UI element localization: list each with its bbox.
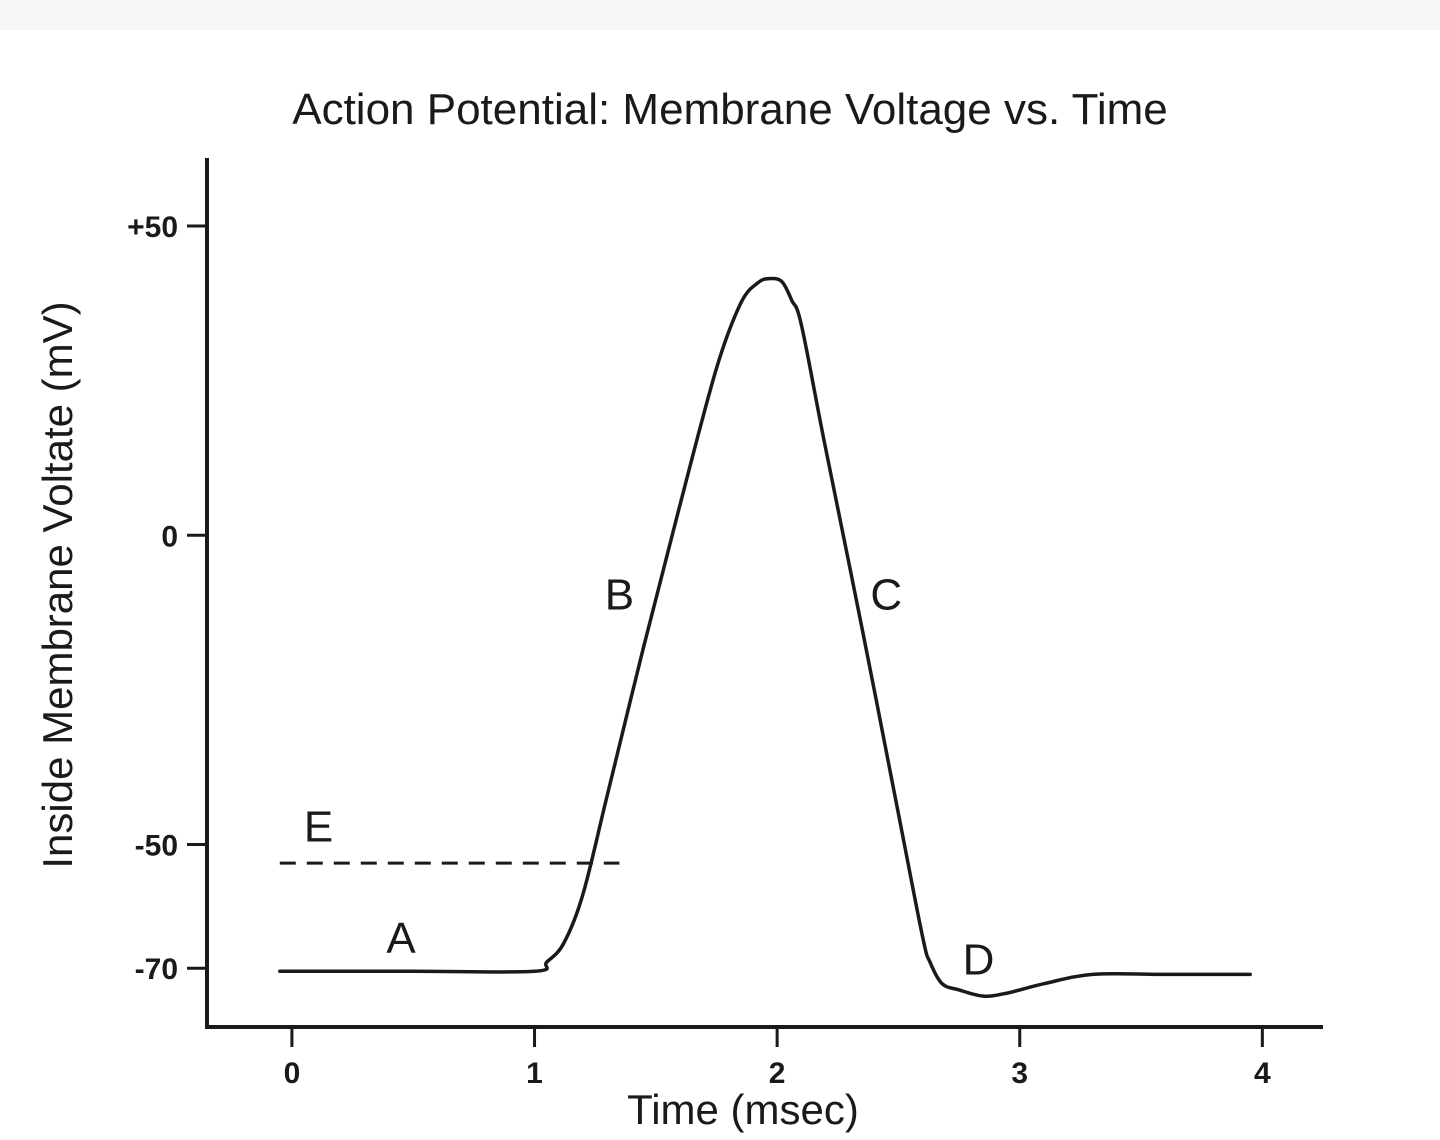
x-tick-label: 1 xyxy=(526,1057,543,1090)
point-label-c: C xyxy=(870,571,902,620)
annotation-layer: A B C D E xyxy=(304,571,994,985)
point-label-e: E xyxy=(304,802,333,851)
ticks-layer: +50 0 -50 -70 0 1 2 3 4 xyxy=(127,211,1271,1090)
y-tick-label: -50 xyxy=(135,830,178,863)
x-tick-label: 0 xyxy=(284,1057,301,1090)
action-potential-curve xyxy=(278,276,1252,998)
x-tick-label: 3 xyxy=(1011,1057,1028,1090)
y-axis-label: Inside Membrane Voltate (mV) xyxy=(34,301,81,868)
x-axis-label: Time (msec) xyxy=(627,1086,859,1133)
x-tick-label: 2 xyxy=(769,1057,786,1090)
top-band xyxy=(0,0,1440,30)
point-label-d: D xyxy=(963,935,995,984)
y-tick-label: 0 xyxy=(161,520,178,553)
y-tick-label: -70 xyxy=(135,953,178,986)
chart-title: Action Potential: Membrane Voltage vs. T… xyxy=(292,85,1168,134)
point-label-b: B xyxy=(605,571,634,620)
point-label-a: A xyxy=(386,914,416,963)
x-tick-label: 4 xyxy=(1254,1057,1271,1090)
y-tick-label: +50 xyxy=(127,211,178,244)
plot-layer xyxy=(278,276,1252,998)
